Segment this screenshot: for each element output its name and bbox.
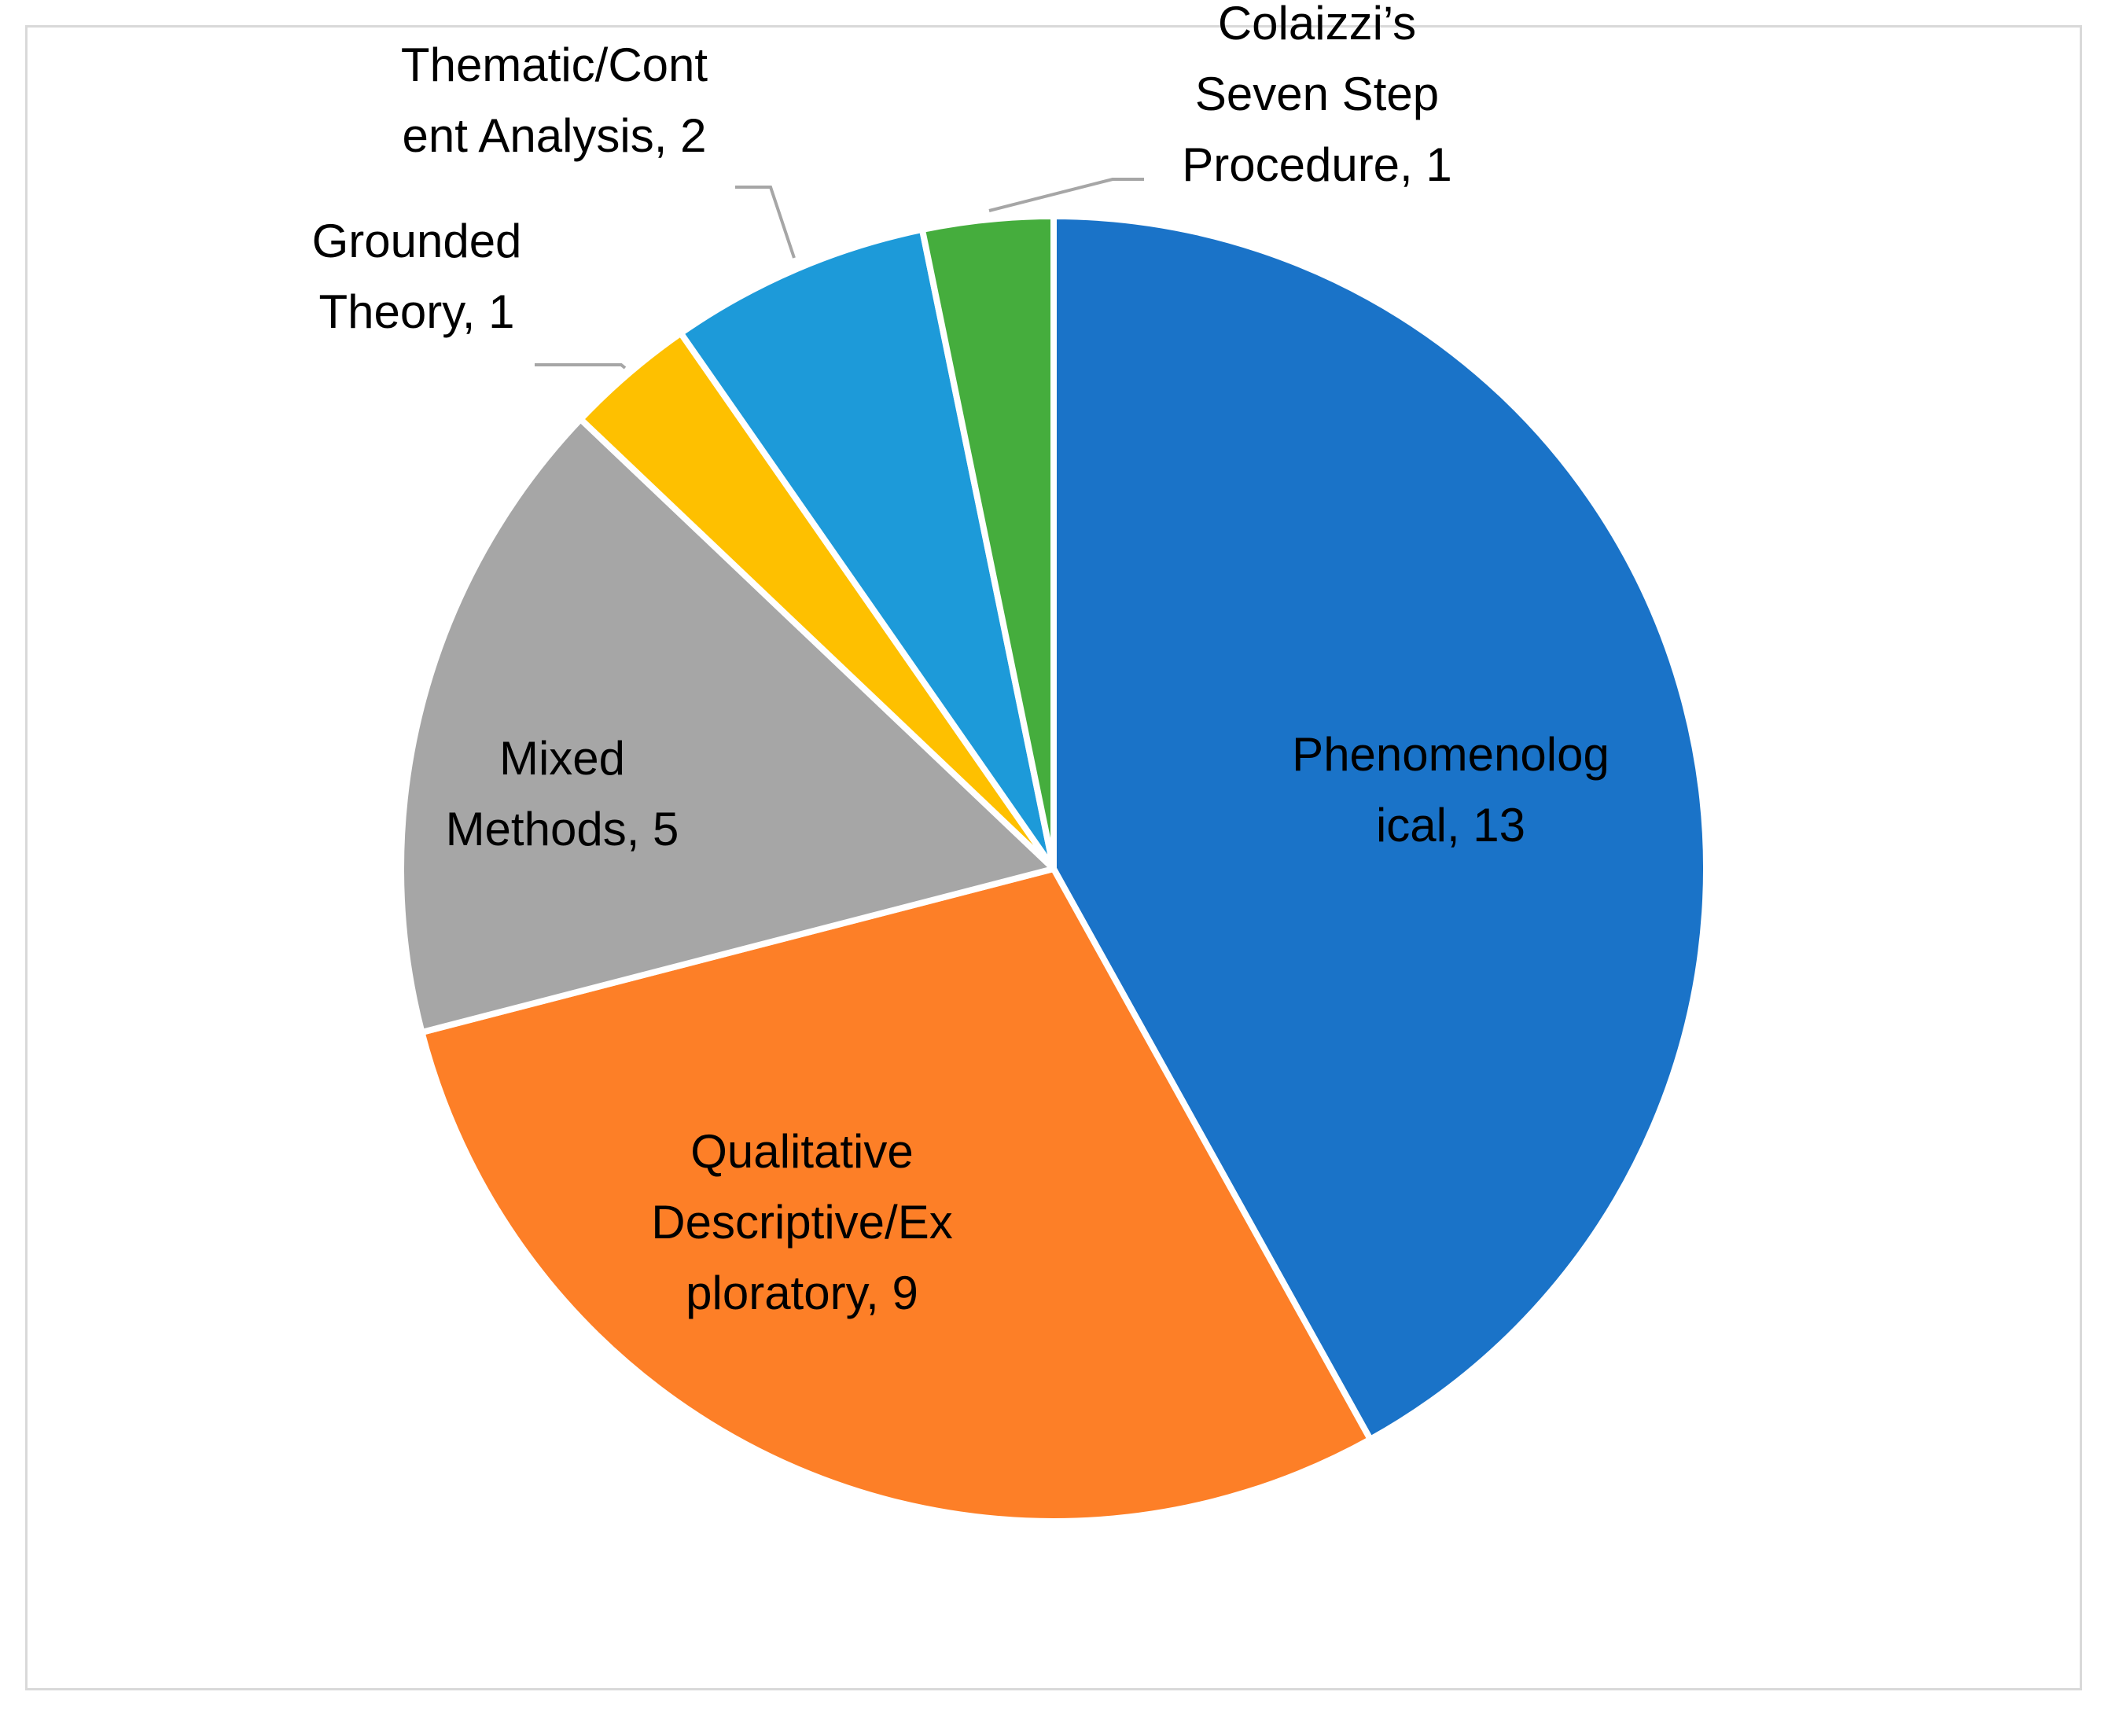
data-label-line: Mixed — [499, 732, 625, 785]
pie-slice-phenomenolog-ical — [1050, 213, 1709, 1443]
data-label-qualitative-descriptive-ex-ploratory: Qualitative Descriptive/Ex ploratory, 9 — [651, 1125, 952, 1319]
pie-slice-qualitative-descriptive-ex-ploratory — [418, 866, 1374, 1525]
data-label-line: ical, 13 — [1376, 799, 1525, 851]
data-label-line: Grounded — [312, 215, 522, 267]
data-label-grounded-theory: Grounded Theory, 1 — [312, 215, 522, 338]
data-label-line: Phenomenolog — [1292, 728, 1610, 781]
leader-lines — [535, 178, 1144, 370]
data-label-line: ploratory, 9 — [686, 1267, 918, 1319]
data-label-line: Seven Step — [1195, 68, 1439, 120]
pie-slice-colaizzi-s-seven-step-procedure — [918, 213, 1057, 872]
data-label-line: Methods, 5 — [446, 803, 679, 855]
data-label-line: Qualitative — [690, 1125, 913, 1178]
data-label-line: Theory, 1 — [319, 285, 515, 338]
leader-line-thematic-cont-ent-analysis — [735, 186, 796, 259]
pie-slices — [398, 213, 1709, 1525]
data-label-thematic-cont-ent-analysis: Thematic/Cont ent Analysis, 2 — [401, 39, 708, 162]
data-label-line: ent Analysis, 2 — [403, 109, 707, 162]
data-label-mixed-methods: Mixed Methods, 5 — [446, 732, 679, 855]
data-label-phenomenolog-ical: Phenomenolog ical, 13 — [1292, 728, 1610, 851]
data-label-colaizzi-s-seven-step-procedure: Colaizzi’s Seven Step Procedure, 1 — [1182, 0, 1452, 191]
pie-slice-mixed-methods — [398, 416, 1057, 1036]
data-label-line: Thematic/Cont — [401, 39, 708, 91]
pie-slice-thematic-cont-ent-analysis — [677, 226, 1057, 872]
data-label-line: Colaizzi’s — [1218, 0, 1416, 50]
data-labels: Phenomenolog ical, 13 Qualitative Descripti… — [312, 0, 1610, 1319]
data-label-line: Descriptive/Ex — [651, 1196, 952, 1249]
data-label-line: Procedure, 1 — [1182, 138, 1452, 191]
leader-line-colaizzi-s-seven-step-procedure — [988, 178, 1144, 212]
leader-line-grounded-theory — [535, 363, 627, 370]
